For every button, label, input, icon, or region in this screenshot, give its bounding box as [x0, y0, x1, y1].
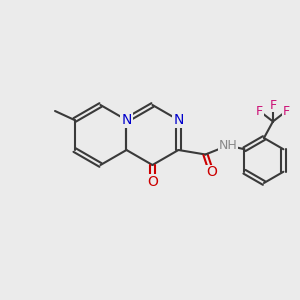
- Text: O: O: [147, 175, 158, 188]
- Text: F: F: [269, 98, 277, 112]
- Text: F: F: [256, 104, 263, 118]
- Text: F: F: [283, 104, 290, 118]
- Text: O: O: [206, 166, 217, 179]
- Text: N: N: [173, 113, 184, 127]
- Text: N: N: [121, 113, 132, 127]
- Text: NH: NH: [219, 139, 237, 152]
